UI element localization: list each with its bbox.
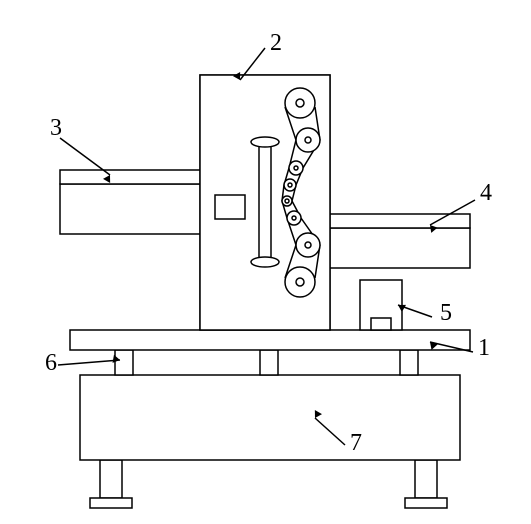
pulley-hole-0 bbox=[296, 99, 304, 107]
left-arm-upper bbox=[60, 170, 200, 184]
inner-rect bbox=[215, 195, 245, 219]
spindle-top bbox=[251, 137, 279, 147]
pulley-hole-5 bbox=[292, 216, 296, 220]
diagram-canvas: 1 2 3 4 5 6 7 bbox=[0, 0, 531, 524]
foot-0 bbox=[100, 460, 122, 498]
label-3: 3 bbox=[50, 115, 62, 141]
left-arm-lower bbox=[60, 184, 200, 234]
motor-shaft bbox=[371, 318, 391, 330]
pulley-hole-7 bbox=[296, 278, 304, 286]
pulley-hole-6 bbox=[305, 242, 311, 248]
label-2: 2 bbox=[270, 30, 282, 56]
right-arm-lower bbox=[330, 228, 470, 268]
label-6: 6 bbox=[45, 350, 57, 376]
pulley-hole-4 bbox=[285, 199, 289, 203]
pulley-hole-2 bbox=[294, 166, 298, 170]
right-arm-upper bbox=[330, 214, 470, 228]
column-1 bbox=[260, 350, 278, 375]
label-7: 7 bbox=[350, 430, 362, 456]
foot-pad-0 bbox=[90, 498, 132, 508]
base-box bbox=[80, 375, 460, 460]
label-4: 4 bbox=[480, 180, 492, 206]
spindle-bar bbox=[259, 142, 271, 262]
platform bbox=[70, 330, 470, 350]
column-2 bbox=[400, 350, 418, 375]
foot-pad-1 bbox=[405, 498, 447, 508]
spindle-bot bbox=[251, 257, 279, 267]
label-5: 5 bbox=[440, 300, 452, 326]
pulley-hole-1 bbox=[305, 137, 311, 143]
pulley-hole-3 bbox=[288, 183, 292, 187]
leader-6 bbox=[58, 360, 120, 365]
foot-1 bbox=[415, 460, 437, 498]
column-0 bbox=[115, 350, 133, 375]
label-1: 1 bbox=[478, 335, 490, 361]
